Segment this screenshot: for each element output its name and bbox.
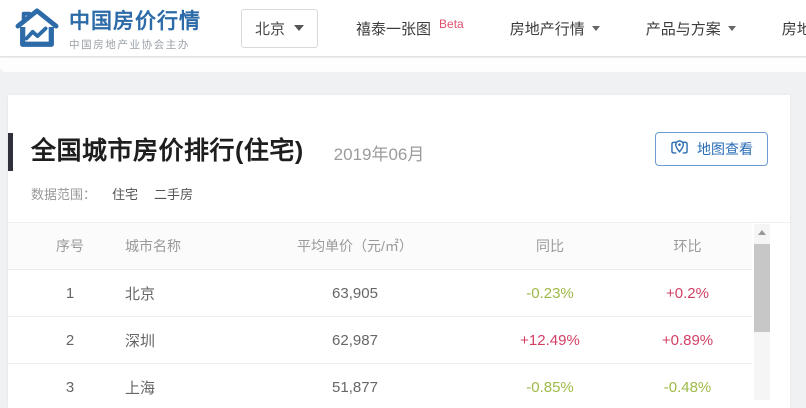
rank-cell: 2 xyxy=(65,331,75,349)
price-cell: 63,905 xyxy=(332,284,378,302)
nav-item-products[interactable]: 产品与方案 xyxy=(646,18,736,39)
col-header-rank: 序号 xyxy=(56,238,84,254)
site-title: 中国房价行情 xyxy=(69,9,201,33)
scope-value-secondhand: 二手房 xyxy=(154,187,194,202)
chevron-down-icon xyxy=(727,25,736,31)
table-row: 3 上海 51,877 -0.85% -0.48% xyxy=(8,364,752,408)
mom-cell: -0.48% xyxy=(663,378,712,396)
scope-label: 数据范围： xyxy=(31,187,97,202)
beta-badge: Beta xyxy=(439,17,464,31)
price-cell: 62,987 xyxy=(332,331,378,349)
city-selector[interactable]: 北京 xyxy=(241,8,319,48)
house-chart-logo-icon xyxy=(14,7,60,49)
col-header-yoy: 同比 xyxy=(536,238,564,254)
mom-cell: +0.2% xyxy=(666,284,709,302)
city-cell[interactable]: 上海 xyxy=(125,379,156,397)
top-header: 中国房价行情 中国房地产业协会主办 北京 禧泰一张图 Beta 房地产行情 产品与… xyxy=(0,0,806,57)
nav-item-market[interactable]: 房地产行情 xyxy=(510,18,600,39)
scope-value-residential: 住宅 xyxy=(112,187,139,202)
price-cell: 51,877 xyxy=(332,378,378,396)
site-subtitle: 中国房地产业协会主办 xyxy=(69,38,190,51)
arrow-up-icon xyxy=(758,229,766,235)
title-row: 全国城市房价排行(住宅) 2019年06月 地图查看 xyxy=(8,95,790,167)
city-cell[interactable]: 深圳 xyxy=(125,332,156,350)
title-accent-bar xyxy=(8,133,13,171)
table-header-row: 序号 城市名称 平均单价（元/㎡） 同比 环比 xyxy=(8,223,752,270)
ranking-card: 全国城市房价排行(住宅) 2019年06月 地图查看 数据范围： 住宅 二手房 … xyxy=(8,95,790,408)
city-selector-value: 北京 xyxy=(255,20,286,38)
city-cell[interactable]: 北京 xyxy=(125,285,156,303)
rank-cell: 1 xyxy=(65,284,75,302)
scrollbar-up-arrow[interactable] xyxy=(754,224,770,240)
table-scrollbar[interactable] xyxy=(754,224,770,400)
mom-cell: +0.89% xyxy=(661,331,714,349)
table-row: 1 北京 63,905 -0.23% +0.2% xyxy=(8,270,752,317)
ranking-table: 序号 城市名称 平均单价（元/㎡） 同比 环比 1 北京 63,905 -0.2… xyxy=(8,222,790,408)
rank-cell: 3 xyxy=(65,378,75,396)
nav-item-xitai-map[interactable]: 禧泰一张图 Beta xyxy=(356,17,464,38)
nav-item-news[interactable]: 房地产资讯 xyxy=(781,20,806,38)
col-header-city: 城市名称 xyxy=(125,238,181,254)
yoy-cell: +12.49% xyxy=(520,331,580,349)
chevron-down-icon xyxy=(294,25,305,31)
chevron-down-icon xyxy=(591,25,600,31)
table-row: 2 深圳 62,987 +12.49% +0.89% xyxy=(8,317,752,364)
map-view-button[interactable]: 地图查看 xyxy=(655,132,768,166)
page-title: 全国城市房价排行(住宅) xyxy=(31,137,304,165)
col-header-price: 平均单价（元/㎡） xyxy=(297,238,413,254)
yoy-cell: -0.85% xyxy=(526,378,574,396)
site-logo[interactable]: 中国房价行情 中国房地产业协会主办 xyxy=(14,5,201,52)
data-scope-row: 数据范围： 住宅 二手房 xyxy=(8,184,790,203)
subheader-strip xyxy=(0,58,806,72)
yoy-cell: -0.23% xyxy=(526,284,574,302)
map-pin-icon xyxy=(670,139,689,159)
col-header-mom: 环比 xyxy=(673,238,702,254)
report-period: 2019年06月 xyxy=(333,144,425,164)
map-view-button-label: 地图查看 xyxy=(697,141,753,157)
scrollbar-thumb[interactable] xyxy=(754,244,770,332)
